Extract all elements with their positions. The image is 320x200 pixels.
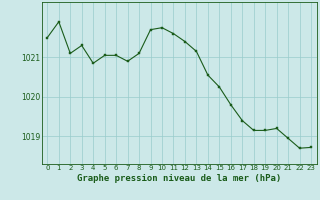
X-axis label: Graphe pression niveau de la mer (hPa): Graphe pression niveau de la mer (hPa): [77, 174, 281, 183]
